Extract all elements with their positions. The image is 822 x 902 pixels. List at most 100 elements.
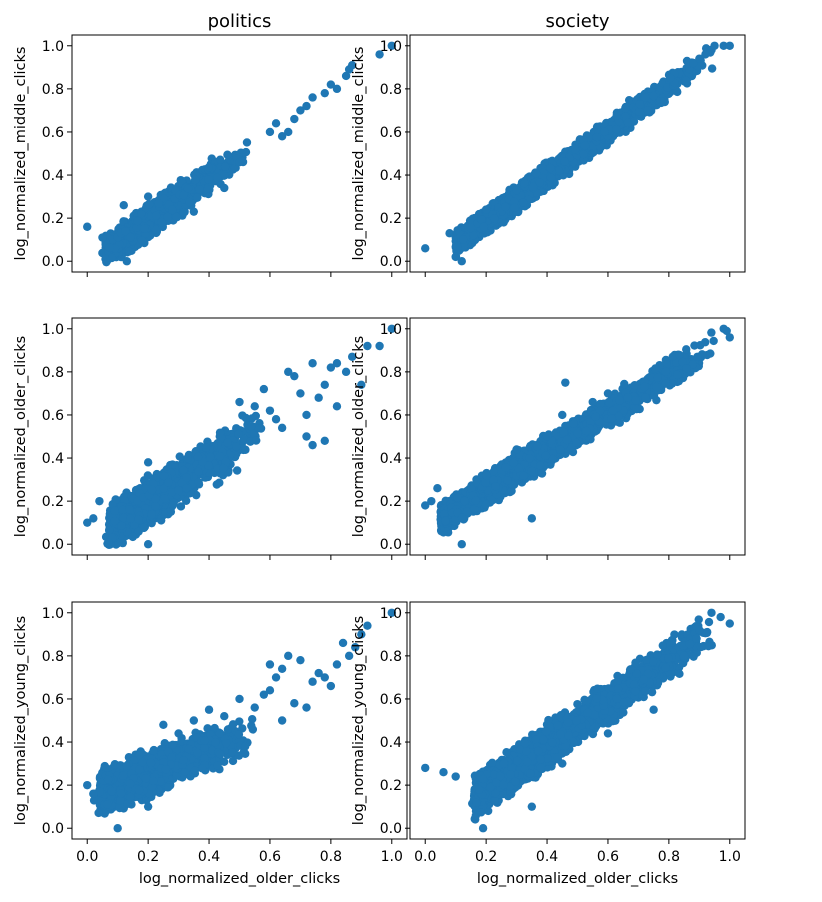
- data-point: [710, 41, 719, 50]
- data-point: [445, 229, 454, 238]
- data-point: [570, 145, 580, 154]
- panel-title: politics: [208, 11, 272, 32]
- data-point: [579, 149, 588, 159]
- data-point: [144, 199, 154, 209]
- data-point: [251, 411, 260, 421]
- data-point: [510, 203, 519, 212]
- data-point: [101, 254, 110, 264]
- data-point: [546, 163, 555, 173]
- data-point: [143, 192, 153, 201]
- data-point: [681, 76, 691, 86]
- data-point: [179, 208, 189, 217]
- data-point: [528, 182, 538, 192]
- data-point: [137, 236, 147, 245]
- data-point: [501, 202, 510, 212]
- data-point: [242, 138, 252, 147]
- data-point: [725, 41, 734, 50]
- data-point: [126, 232, 135, 242]
- data-point: [193, 193, 202, 202]
- data-point: [154, 199, 163, 208]
- data-point: [98, 233, 107, 242]
- data-point: [308, 93, 317, 102]
- data-point: [172, 212, 182, 222]
- data-point: [151, 211, 161, 220]
- data-point: [489, 214, 499, 223]
- y-tick-label: 0.6: [42, 125, 64, 141]
- data-point: [546, 173, 556, 182]
- data-point: [189, 207, 199, 216]
- data-point: [168, 205, 177, 215]
- data-point: [600, 127, 609, 136]
- data-point: [612, 111, 621, 121]
- data-point: [119, 201, 128, 210]
- data-point: [453, 242, 462, 252]
- data-point: [179, 190, 188, 200]
- data-point: [223, 150, 232, 159]
- y-tick-label: 0.4: [42, 168, 64, 184]
- y-tick-label: 0.8: [42, 82, 64, 98]
- data-point: [623, 118, 633, 127]
- y-tick-label: 0.2: [380, 211, 402, 227]
- data-point: [466, 223, 476, 233]
- data-point: [83, 222, 92, 231]
- data-point: [320, 88, 329, 98]
- data-point: [157, 217, 166, 227]
- data-point: [204, 163, 213, 172]
- data-point: [457, 257, 466, 266]
- data-point: [284, 127, 293, 137]
- data-point: [302, 101, 311, 111]
- data-point: [481, 205, 491, 214]
- data-point: [635, 100, 645, 109]
- data-point: [235, 157, 244, 167]
- data-point: [185, 197, 194, 207]
- data-point: [512, 185, 521, 195]
- y-axis-label: log_normalized_middle_clicks: [351, 47, 367, 261]
- data-point: [271, 119, 281, 128]
- data-point: [195, 184, 204, 194]
- data-point: [220, 162, 230, 171]
- panel-title: society: [545, 11, 609, 32]
- data-point: [621, 103, 630, 113]
- data-point: [421, 244, 430, 253]
- data-point: [707, 64, 717, 73]
- y-tick-label: 0.0: [42, 254, 64, 270]
- data-point: [190, 175, 200, 185]
- point-cloud: [98, 138, 252, 267]
- data-point: [140, 224, 149, 233]
- data-point: [105, 243, 114, 252]
- data-point: [666, 73, 675, 83]
- y-tick-label: 1.0: [42, 39, 64, 55]
- data-point: [477, 215, 486, 224]
- data-point: [649, 91, 658, 101]
- data-point: [124, 247, 134, 256]
- panels-layer: 0.0 0.2 0.4 0.6 0.8 1.0 politics log_normalized…: [13, 11, 746, 887]
- y-tick-label: 0.4: [380, 168, 402, 184]
- data-point: [479, 222, 489, 231]
- data-point: [122, 257, 132, 266]
- data-point: [332, 84, 342, 94]
- data-point: [580, 141, 590, 150]
- y-tick-label: 0.2: [42, 211, 64, 227]
- data-point: [554, 166, 564, 175]
- data-point: [643, 106, 653, 115]
- data-point: [560, 157, 569, 166]
- data-point: [641, 93, 650, 102]
- data-point: [265, 127, 275, 137]
- scatter-panel: 0.0 0.2 0.4 0.6 0.8 1.0 politics log_normalized…: [13, 11, 408, 277]
- data-point: [520, 179, 529, 188]
- y-axis-label: log_normalized_middle_clicks: [13, 47, 29, 261]
- data-point: [532, 169, 541, 178]
- data-point: [612, 124, 621, 134]
- data-point: [290, 114, 299, 124]
- data-point: [133, 216, 142, 226]
- data-point: [592, 132, 601, 142]
- data-point: [220, 183, 229, 193]
- data-point: [459, 235, 468, 244]
- data-point: [215, 155, 225, 164]
- data-point: [213, 173, 222, 183]
- y-tick-label: 0.8: [380, 82, 402, 98]
- y-tick-label: 0.0: [380, 254, 402, 270]
- data-point: [634, 107, 644, 116]
- y-tick-label: 1.0: [380, 39, 402, 55]
